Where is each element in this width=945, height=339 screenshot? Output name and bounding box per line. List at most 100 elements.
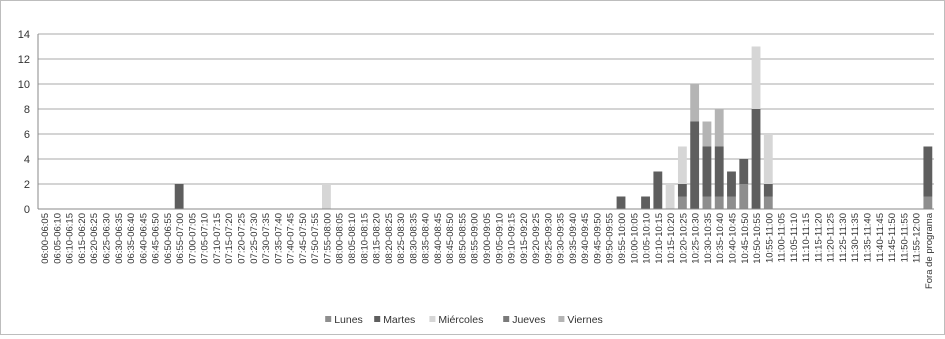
- x-tick-label: 09:45-09:50: [592, 213, 603, 264]
- x-tick-label: 11:00-11:05: [777, 213, 788, 262]
- legend-swatch: [374, 316, 381, 322]
- legend-label: Miércoles: [438, 314, 483, 326]
- bar-segment: [763, 184, 773, 197]
- x-tick-label: 07:00-07:05: [187, 213, 198, 264]
- x-tick-label: 08:25-08:30: [396, 213, 407, 264]
- x-tick-label: 06:15-06:20: [77, 213, 88, 264]
- bar-segment: [702, 196, 712, 209]
- x-tick-label: 09:30-09:35: [556, 213, 567, 264]
- x-tick-label: 08:10-08:15: [359, 213, 370, 264]
- x-tick-label: 10:50-10:55: [752, 213, 763, 264]
- bar-segment: [751, 46, 761, 109]
- x-tick-label: 08:50-08:55: [457, 213, 468, 264]
- x-tick-label: 10:35-10:40: [715, 213, 726, 264]
- x-tick-label: 06:10-06:15: [65, 213, 76, 264]
- bar-segment: [923, 146, 933, 197]
- bar-segment: [739, 184, 749, 209]
- legend: Lunes Martes Miércoles Jueves Viernes: [325, 314, 603, 326]
- x-tick-label: 07:45-07:50: [298, 213, 309, 264]
- bar-segment: [763, 196, 773, 209]
- y-axis-ticks: 0 2 4 6 8 10 12 14: [18, 29, 30, 216]
- x-tick-label: 11:55-12:00: [912, 213, 923, 263]
- x-tick-label: 11:25-11:30: [838, 213, 849, 262]
- x-tick-label: 10:10-10:15: [654, 213, 665, 264]
- x-tick-label: 08:35-08:40: [421, 213, 432, 264]
- bar-segment: [714, 196, 724, 209]
- bar-segment: [727, 196, 736, 209]
- x-tick-label: 11:30-11:35: [850, 213, 861, 262]
- x-tick-label: 06:30-06:35: [114, 213, 125, 264]
- bars: [174, 46, 933, 209]
- y-tick-label: 6: [24, 129, 30, 141]
- x-tick-label: 11:40-11:45: [875, 213, 886, 262]
- x-tick-label: 11:15-11:20: [813, 213, 824, 262]
- x-tick-label: 11:50-11:55: [899, 213, 910, 262]
- x-tick-label: 07:50-07:55: [310, 213, 321, 264]
- x-tick-label: 07:25-07:30: [249, 213, 260, 264]
- x-tick-label: 07:55-08:00: [322, 213, 333, 264]
- x-tick-label: 10:05-10:10: [642, 213, 653, 264]
- x-tick-label: 10:25-10:30: [691, 213, 702, 264]
- bar-segment: [174, 184, 184, 209]
- x-tick-label: 08:20-08:25: [384, 213, 395, 264]
- bar-segment: [763, 134, 773, 184]
- x-tick-label: 06:00-06:05: [40, 213, 51, 264]
- x-tick-label: 07:35-07:40: [273, 213, 284, 264]
- y-tick-label: 2: [24, 179, 30, 191]
- x-tick-label: 11:35-11:40: [862, 213, 873, 262]
- bar-segment: [702, 146, 712, 197]
- x-tick-label: 08:55-09:00: [470, 213, 481, 264]
- x-tick-label: 08:05-08:10: [347, 213, 358, 264]
- bar-segment: [923, 196, 933, 209]
- bar-segment: [714, 146, 724, 197]
- bar-segment: [677, 196, 687, 209]
- x-tick-label: 08:30-08:35: [408, 213, 419, 264]
- x-tick-label: 08:00-08:05: [335, 213, 346, 264]
- legend-swatch: [558, 316, 565, 322]
- bar-segment: [727, 171, 736, 197]
- x-tick-label: 09:50-09:55: [605, 213, 616, 264]
- bar-segment: [616, 196, 626, 209]
- x-tick-label: 10:55-11:00: [764, 213, 775, 263]
- x-tick-label: 06:20-06:25: [89, 213, 100, 264]
- x-tick-label: 11:20-11:25: [826, 213, 837, 262]
- bar-segment: [653, 171, 663, 209]
- x-tick-label: 07:05-07:10: [200, 213, 211, 264]
- legend-swatch: [429, 316, 436, 322]
- x-tick-label: 06:05-06:10: [52, 213, 63, 264]
- y-tick-label: 8: [24, 104, 30, 116]
- bar-segment: [714, 109, 724, 147]
- x-tick-label: 07:10-07:15: [212, 213, 223, 264]
- x-tick-label: 08:45-08:50: [445, 213, 456, 264]
- legend-swatch: [325, 316, 332, 322]
- legend-label: Lunes: [334, 314, 363, 326]
- legend-swatch: [503, 316, 510, 322]
- x-tick-label: 06:55-07:00: [175, 213, 186, 264]
- bar-segment: [677, 146, 687, 184]
- x-tick-label: 10:15-10:20: [666, 213, 677, 264]
- x-tick-label: 07:40-07:45: [286, 213, 297, 264]
- x-tick-label: 06:35-06:40: [126, 213, 137, 264]
- x-tick-label: 10:30-10:35: [703, 213, 714, 264]
- x-tick-label: 11:45-11:50: [887, 213, 898, 262]
- x-tick-label: 10:45-10:50: [740, 213, 751, 264]
- x-axis-ticks: 06:00-06:05 06:05-06:10 06:10-06:15 06:15-0…: [40, 212, 935, 289]
- bar-segment: [641, 196, 650, 209]
- legend-label: Martes: [383, 314, 415, 326]
- x-tick-label: Fora de programa: [924, 212, 935, 289]
- x-tick-label: 09:20-09:25: [531, 213, 542, 264]
- x-tick-label: 09:55-10:00: [617, 213, 628, 264]
- bar-segment: [690, 84, 700, 122]
- axes: [37, 34, 934, 210]
- bar-segment: [702, 121, 712, 147]
- x-tick-label: 08:15-08:20: [372, 213, 383, 264]
- bar-segment: [690, 121, 700, 209]
- bar-segment: [677, 184, 687, 197]
- x-tick-label: 09:25-09:30: [543, 213, 554, 264]
- x-tick-label: 10:40-10:45: [727, 213, 738, 264]
- x-tick-label: 06:40-06:45: [138, 213, 149, 264]
- legend-label: Viernes: [567, 314, 602, 326]
- y-tick-label: 10: [18, 79, 30, 91]
- x-tick-label: 10:00-10:05: [629, 213, 640, 264]
